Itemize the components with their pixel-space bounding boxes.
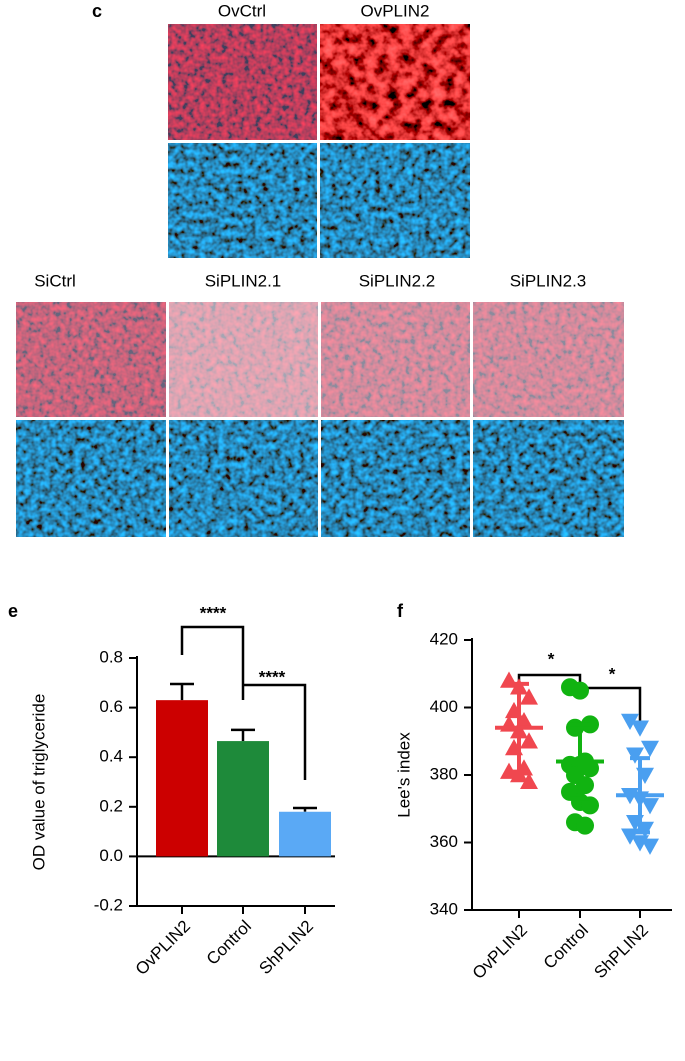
y-tick-label: -0.2 <box>94 895 123 914</box>
micrograph <box>169 420 318 537</box>
micrograph <box>320 143 470 258</box>
point <box>631 720 649 737</box>
x-tick-label: OvPLIN2 <box>469 921 531 983</box>
micrograph <box>321 420 470 537</box>
x-tick-label: ShPLIN2 <box>590 921 652 983</box>
y-axis-title: OD value of triglyceride <box>29 694 48 871</box>
micrograph <box>168 143 317 258</box>
point <box>520 772 538 789</box>
micrograph <box>16 420 166 537</box>
image-label: OvPLIN2 <box>361 1 430 20</box>
y-tick-label: 0.6 <box>99 697 123 716</box>
y-tick-label: 400 <box>430 697 458 716</box>
point <box>581 759 599 778</box>
y-tick-label: 340 <box>430 899 458 918</box>
image-label: SiPLIN2.2 <box>359 271 436 290</box>
significance-label: **** <box>200 603 227 622</box>
y-tick-label: 380 <box>430 764 458 783</box>
point <box>520 688 538 705</box>
micrograph <box>473 420 624 537</box>
panel-label: f <box>397 601 404 621</box>
image-label: SiPLIN2.1 <box>205 271 282 290</box>
micrograph <box>321 302 470 417</box>
point <box>641 740 659 757</box>
point <box>626 747 644 764</box>
x-tick-label: Control <box>203 917 255 969</box>
significance-bracket <box>180 625 245 700</box>
bar <box>217 741 269 857</box>
significance-label: * <box>548 649 555 668</box>
micrograph <box>169 302 318 417</box>
bar <box>156 700 208 857</box>
y-tick-label: 360 <box>430 832 458 851</box>
point <box>641 798 659 815</box>
micrograph <box>168 24 317 140</box>
point <box>641 838 659 855</box>
y-tick-label: 0.0 <box>99 846 123 865</box>
bar <box>279 811 331 857</box>
significance-bracket <box>580 686 642 730</box>
significance-label: * <box>609 664 616 683</box>
x-tick-label: Control <box>540 921 592 973</box>
image-label: OvCtrl <box>218 1 266 20</box>
panel-label: e <box>8 601 18 621</box>
micrograph <box>16 302 166 417</box>
significance-label: **** <box>259 667 286 686</box>
y-tick-label: 0.8 <box>99 647 123 666</box>
panel-label: c <box>92 1 102 21</box>
y-tick-label: 0.2 <box>99 796 123 815</box>
point <box>571 681 589 700</box>
y-tick-label: 420 <box>430 629 458 648</box>
x-tick-label: ShPLIN2 <box>255 917 317 979</box>
image-label: SiCtrl <box>34 271 76 290</box>
significance-bracket <box>243 683 307 780</box>
point <box>621 713 639 730</box>
x-tick-label: OvPLIN2 <box>132 917 194 979</box>
micrograph <box>473 302 624 417</box>
micrograph <box>320 24 470 140</box>
y-axis-title: Lee's index <box>394 732 413 818</box>
point <box>520 732 538 749</box>
image-label: SiPLIN2.3 <box>510 271 587 290</box>
point <box>581 796 599 815</box>
point <box>510 766 528 783</box>
y-tick-label: 0.4 <box>99 747 123 766</box>
point <box>576 816 594 835</box>
